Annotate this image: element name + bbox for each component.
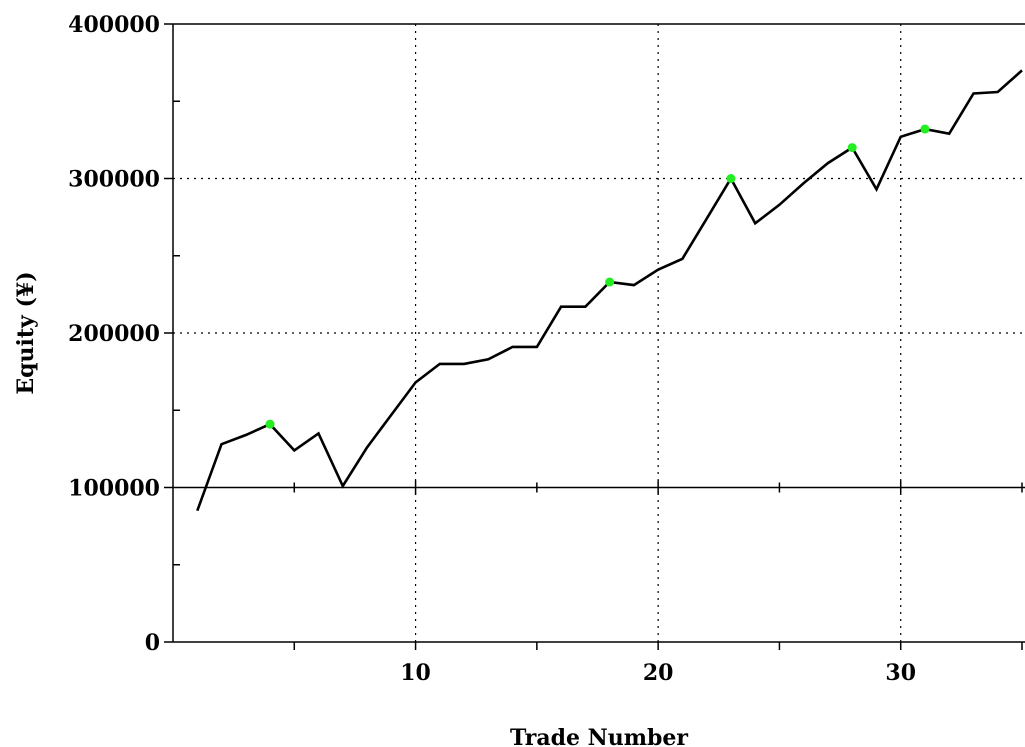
- highlight-point: [847, 143, 857, 153]
- highlight-point: [920, 124, 930, 134]
- highlight-point: [726, 174, 736, 183]
- grid: [173, 24, 1022, 642]
- axes: 0 100000 200000 300000 400000 10 20 30: [68, 12, 1025, 686]
- y-axis-title: Equity (¥): [13, 271, 39, 394]
- x-tick-label: 30: [885, 660, 916, 686]
- highlight-point: [605, 277, 615, 287]
- x-axis-title: Trade Number: [510, 725, 688, 747]
- y-tick-label: 0: [145, 630, 160, 656]
- y-tick-label: 200000: [68, 321, 160, 347]
- x-tick-label: 20: [643, 660, 674, 686]
- y-tick-label: 400000: [68, 12, 160, 38]
- highlight-point: [265, 419, 275, 429]
- y-tick-label: 300000: [68, 167, 160, 193]
- y-tick-label: 100000: [68, 476, 160, 502]
- equity-line: [196, 69, 1023, 512]
- series: [196, 69, 1023, 512]
- x-tick-label: 10: [400, 660, 431, 686]
